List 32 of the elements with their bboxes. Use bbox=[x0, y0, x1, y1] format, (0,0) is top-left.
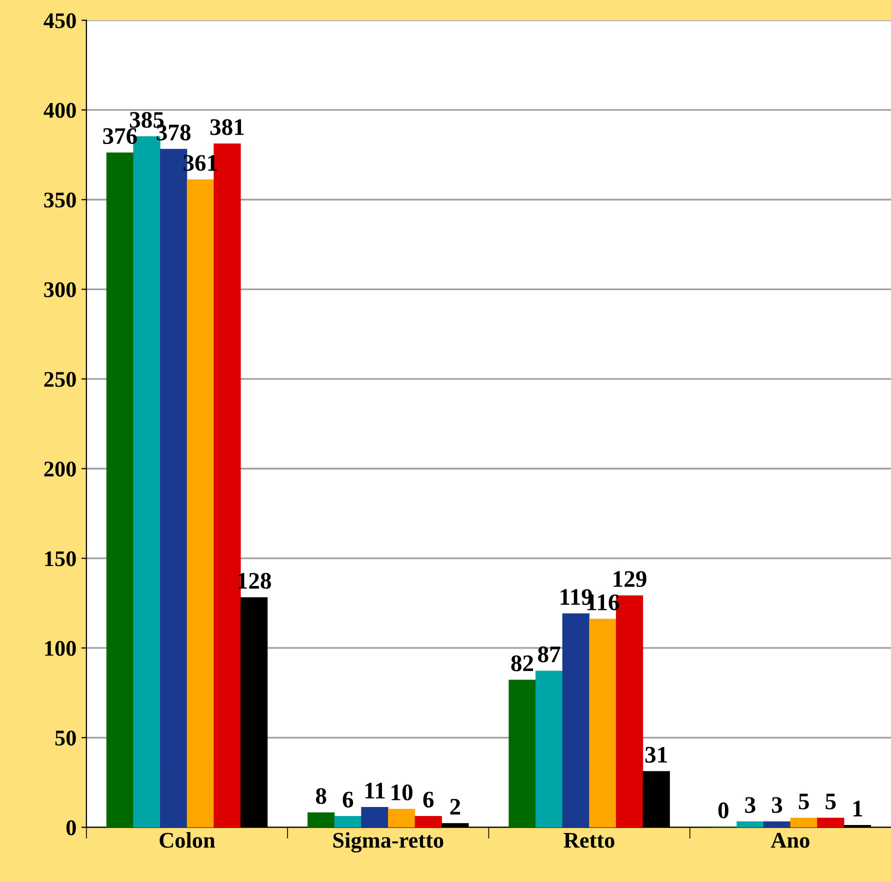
y-tick-label: 0 bbox=[66, 820, 76, 836]
data-label: 11 bbox=[365, 782, 385, 798]
data-label: 376 bbox=[103, 128, 137, 144]
y-tick-label: 350 bbox=[44, 192, 76, 208]
y-tick-label: 150 bbox=[45, 551, 76, 566]
y-tick-label: 400 bbox=[44, 102, 76, 118]
y-tick-label: 50 bbox=[55, 730, 76, 746]
x-tick-label: Retto bbox=[564, 833, 614, 848]
data-label: 1 bbox=[853, 800, 862, 816]
data-label: 82 bbox=[511, 655, 534, 672]
data-label: 381 bbox=[210, 119, 244, 136]
data-label: 129 bbox=[614, 571, 646, 588]
data-label: 31 bbox=[645, 746, 667, 763]
x-tick-label: Ano bbox=[770, 832, 810, 848]
y-tick-label: 200 bbox=[44, 462, 76, 477]
y-tick-label: 250 bbox=[44, 372, 76, 387]
data-label: 5 bbox=[826, 794, 836, 810]
y-tick-label: 100 bbox=[45, 640, 76, 656]
data-label: 8 bbox=[316, 788, 326, 804]
data-label: 6 bbox=[423, 792, 434, 808]
data-label: 10 bbox=[392, 784, 412, 800]
data-label: 5 bbox=[798, 794, 809, 810]
data-label: 87 bbox=[538, 646, 560, 662]
data-label: 2 bbox=[450, 798, 460, 815]
data-label: 3 bbox=[745, 797, 756, 813]
x-tick-label: Colon bbox=[160, 832, 216, 848]
y-tick-label: 300 bbox=[44, 282, 76, 298]
data-label: 6 bbox=[342, 792, 354, 808]
y-tick-label: 450 bbox=[44, 13, 76, 28]
x-tick-label: Sigma-retto bbox=[333, 832, 444, 853]
data-label: 0 bbox=[718, 802, 728, 818]
data-label: 3 bbox=[772, 797, 782, 813]
